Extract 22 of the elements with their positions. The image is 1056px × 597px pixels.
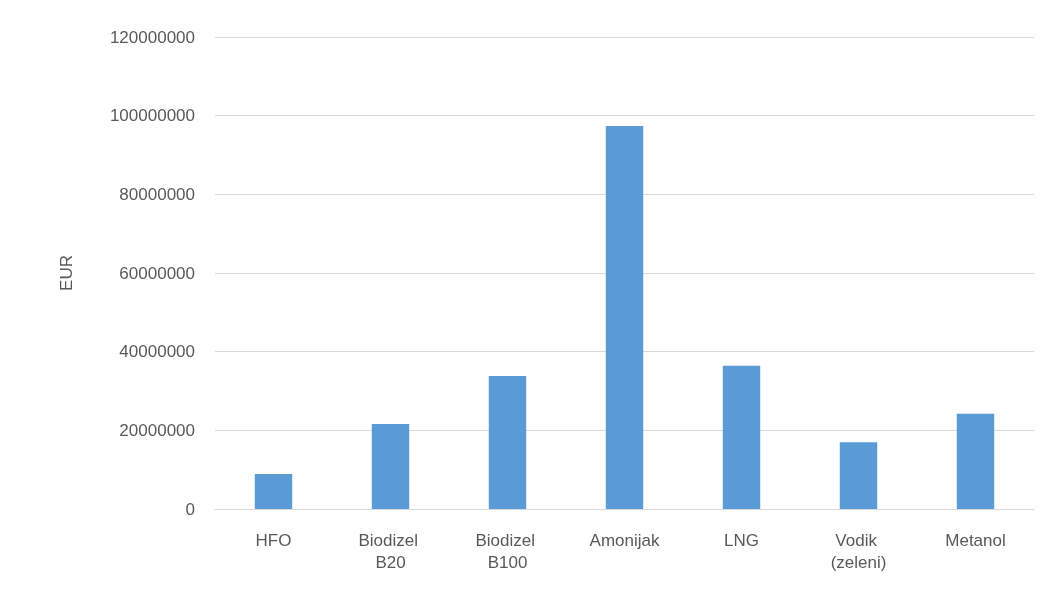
bar — [722, 365, 761, 509]
x-tick-label: Biodizel B20 — [358, 530, 423, 572]
x-tick-label: LNG — [724, 530, 759, 550]
x-tick-label: Metanol — [945, 530, 1006, 550]
y-tick-label: 80000000 — [119, 184, 195, 204]
bar — [956, 413, 995, 509]
bar — [839, 442, 878, 509]
y-tick-label: 120000000 — [109, 27, 195, 47]
bar — [605, 125, 644, 509]
x-tick-label: Vodik (zeleni) — [830, 530, 887, 572]
x-tick-label: Biodizel B100 — [475, 530, 540, 572]
y-tick-label: 0 — [185, 499, 195, 519]
y-axis-title: EUR — [57, 255, 76, 291]
y-tick-label: 60000000 — [119, 263, 195, 283]
bar — [254, 473, 293, 509]
x-tick-label: Amonijak — [589, 530, 660, 550]
y-tick-label: 100000000 — [109, 106, 195, 126]
y-tick-label: 40000000 — [119, 342, 195, 362]
y-tick-label: 20000000 — [119, 420, 195, 440]
bar — [488, 376, 527, 509]
bar — [371, 424, 410, 509]
x-tick-label: HFO — [255, 530, 292, 550]
